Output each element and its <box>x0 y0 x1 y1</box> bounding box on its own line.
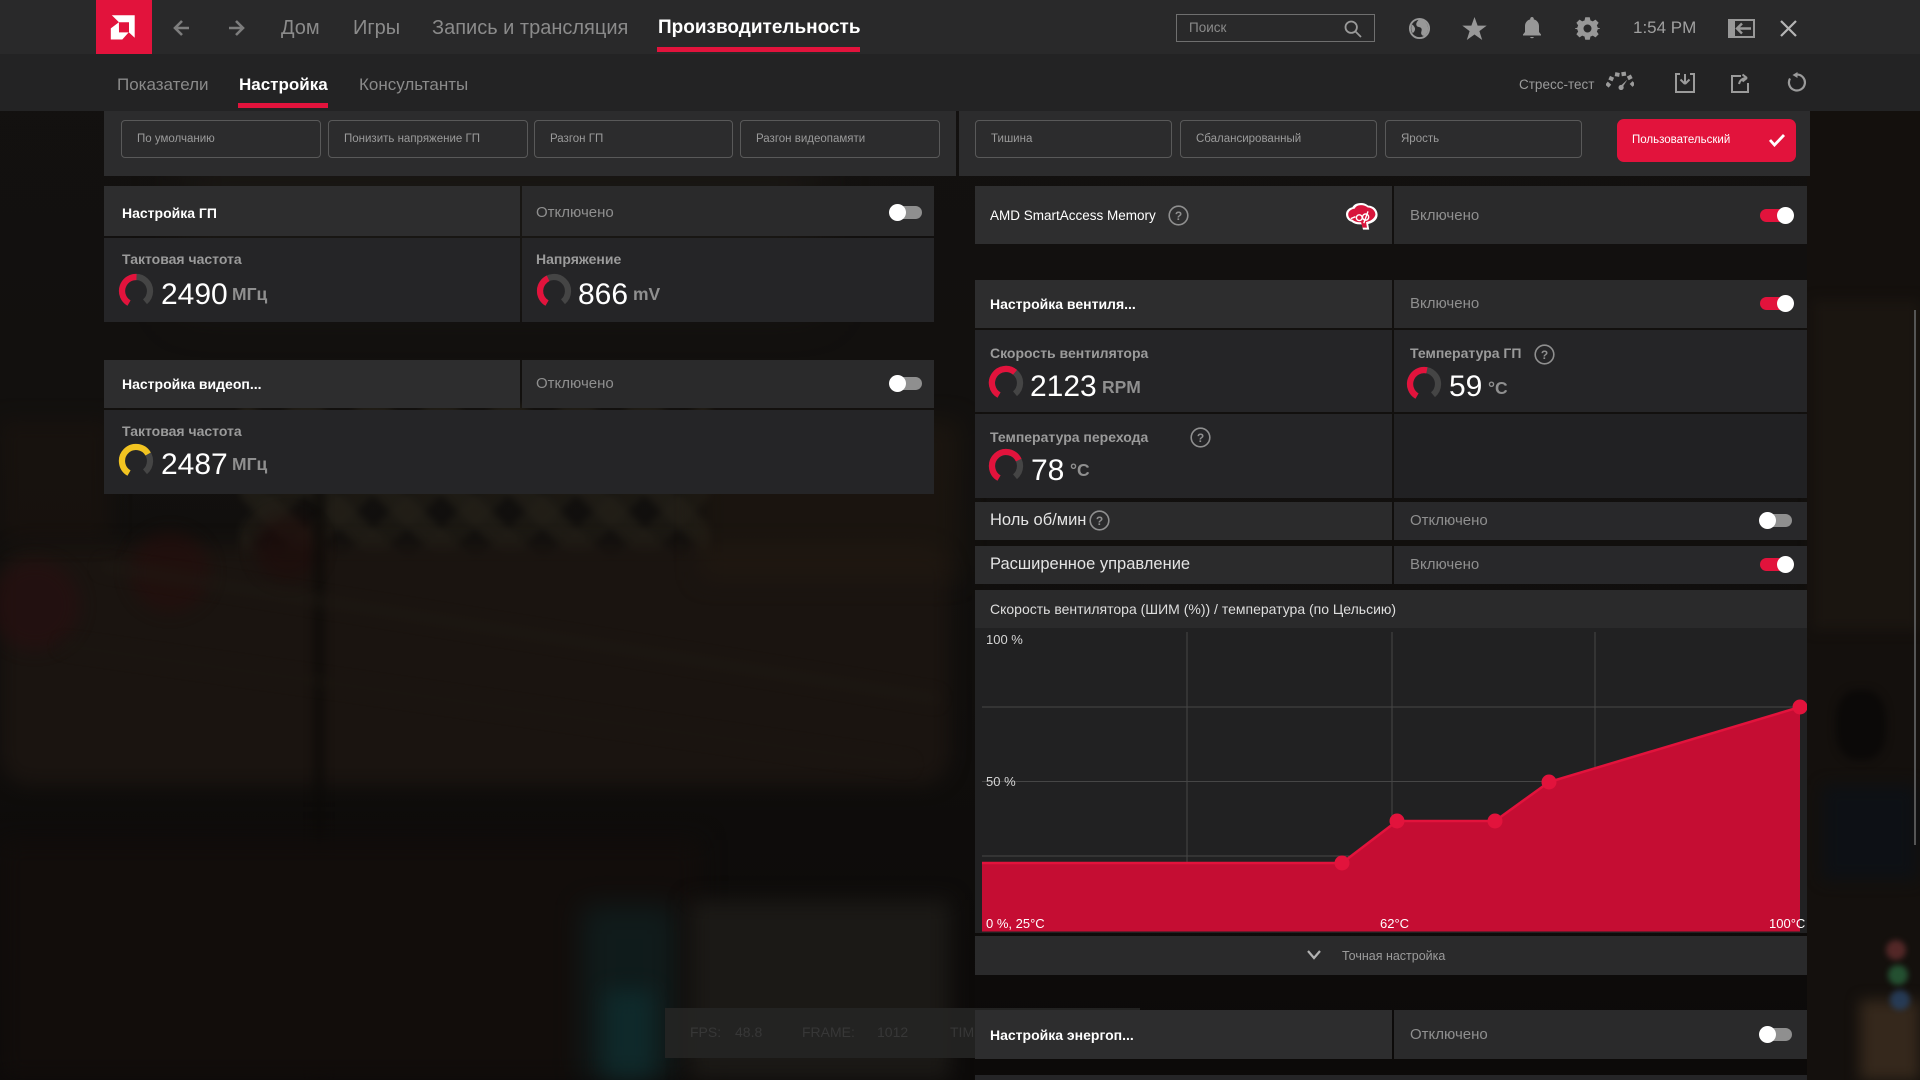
svg-text:?: ? <box>1096 514 1103 528</box>
svg-text:50 %: 50 % <box>986 774 1016 789</box>
svg-text:0 %, 25°C: 0 %, 25°C <box>986 916 1045 931</box>
svg-text:?: ? <box>1175 209 1182 223</box>
svg-text:100°C: 100°C <box>1769 916 1805 931</box>
svg-text:?: ? <box>1541 348 1548 362</box>
svg-text:100 %: 100 % <box>986 632 1023 647</box>
svg-text:?: ? <box>1197 431 1204 445</box>
svg-text:62°C: 62°C <box>1380 916 1409 931</box>
